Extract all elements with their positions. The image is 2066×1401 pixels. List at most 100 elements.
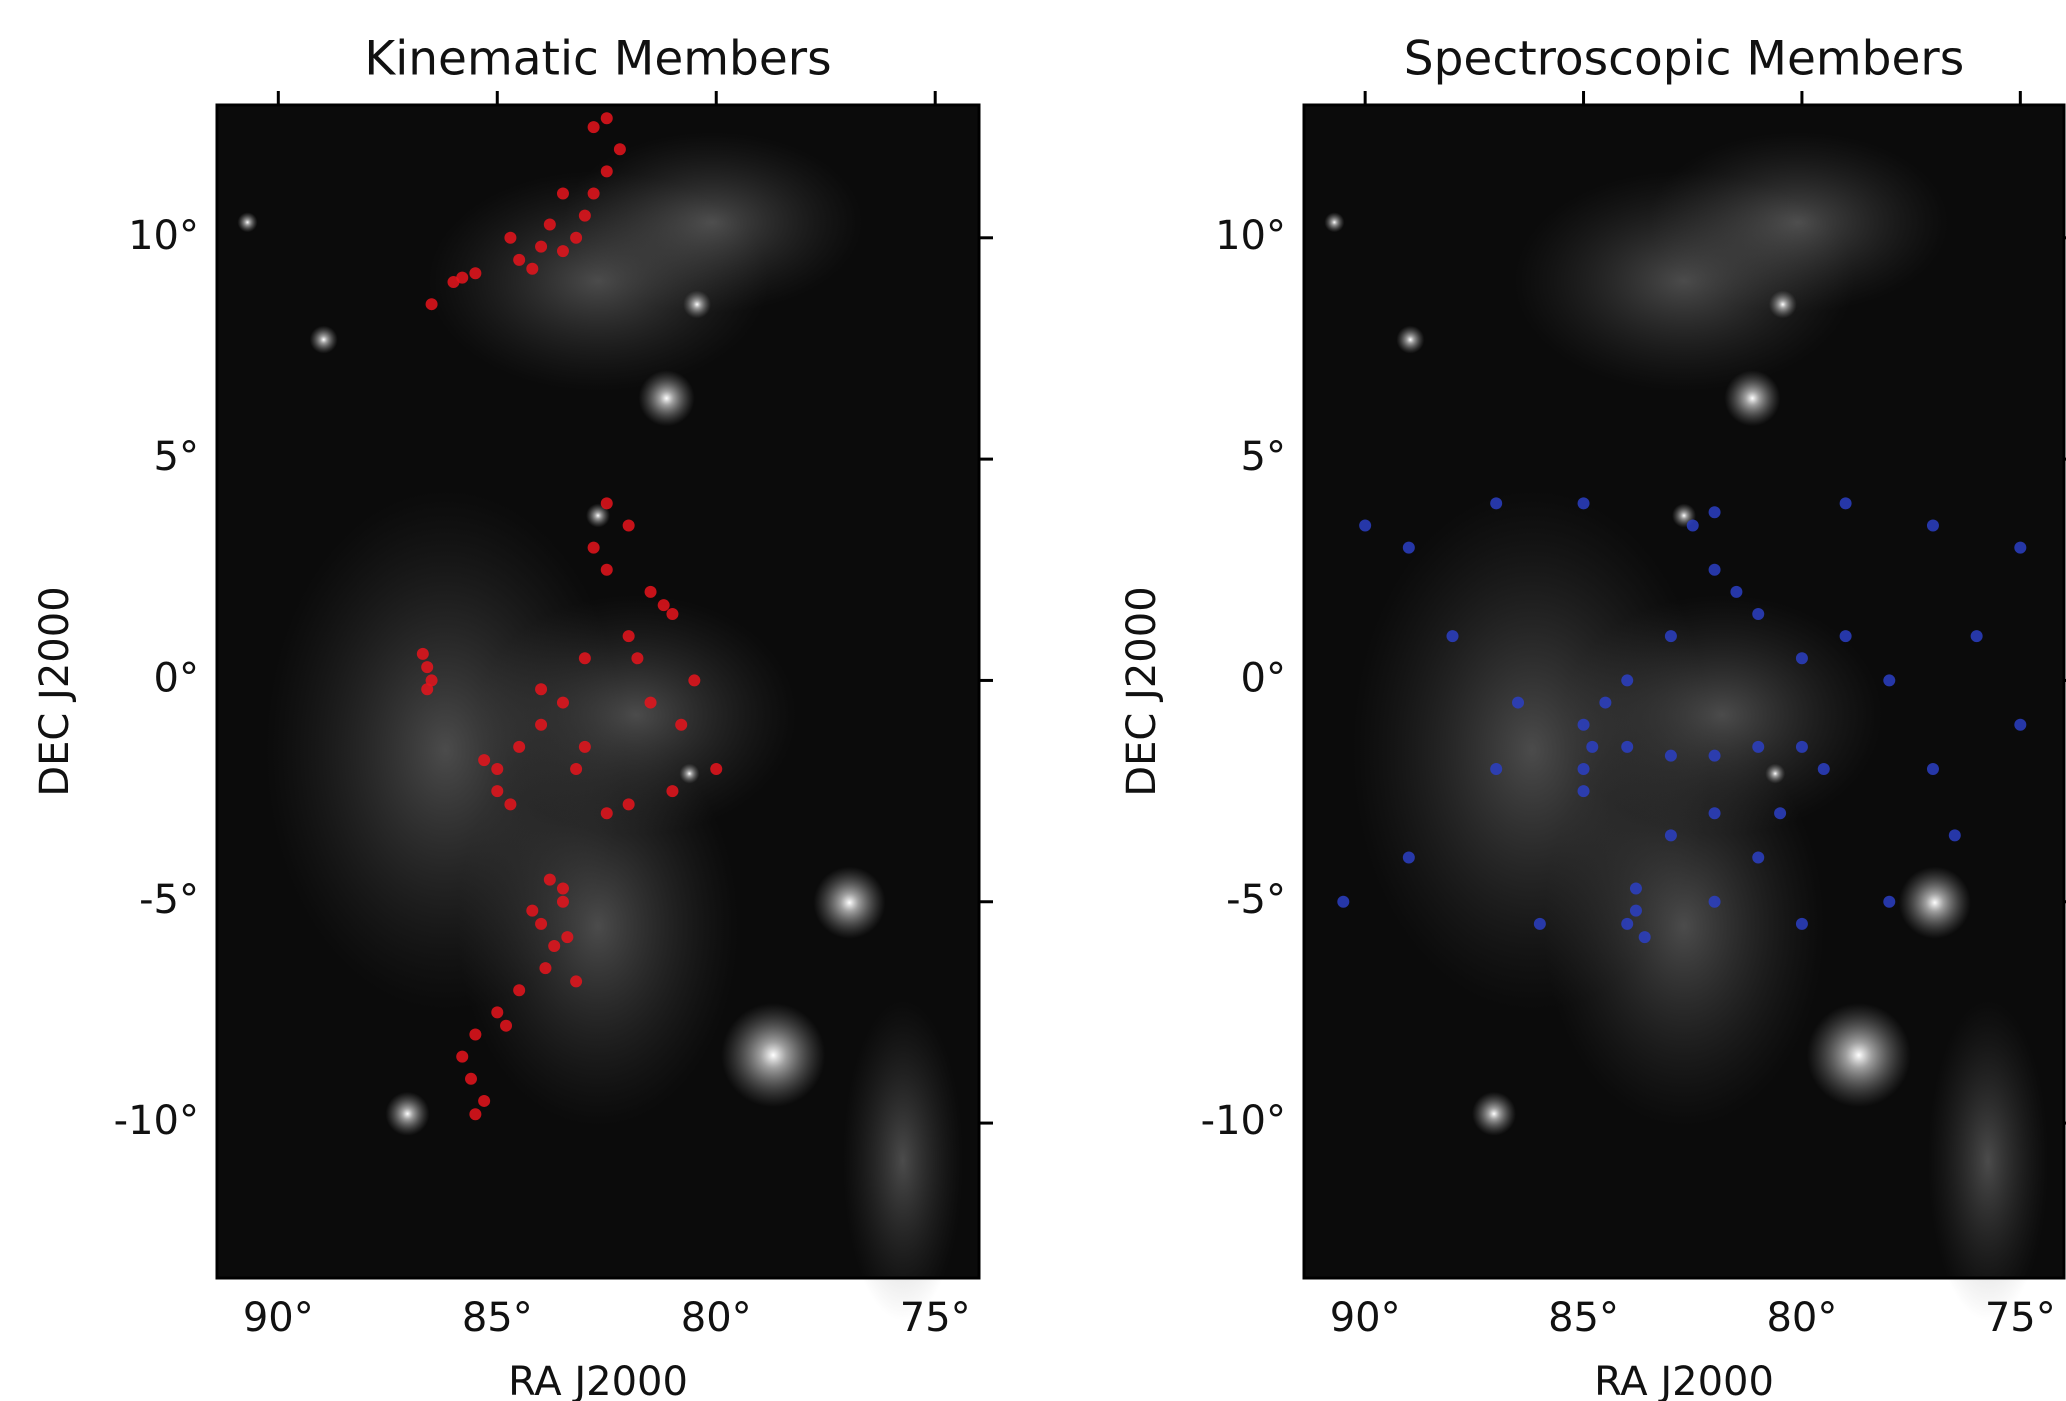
point: [1796, 652, 1808, 664]
point: [1840, 497, 1852, 509]
point: [623, 520, 635, 532]
point: [1927, 763, 1939, 775]
x-tick-label: 80°: [1766, 1295, 1837, 1341]
point: [1752, 741, 1764, 753]
point: [579, 652, 591, 664]
point: [1883, 674, 1895, 686]
x-axis-label: RA J2000: [508, 1359, 688, 1401]
point: [1665, 750, 1677, 762]
point: [526, 905, 538, 917]
point: [570, 232, 582, 244]
point: [557, 882, 569, 894]
point: [588, 188, 600, 200]
point: [1534, 918, 1546, 930]
y-tick-label: -10°: [1201, 1098, 1286, 1144]
point: [1621, 918, 1633, 930]
y-axis-label: DEC J2000: [32, 586, 78, 796]
point: [1709, 506, 1721, 518]
point: [1639, 931, 1651, 943]
point: [1621, 741, 1633, 753]
point: [1630, 905, 1642, 917]
point: [561, 931, 573, 943]
y-tick-label: 5°: [1241, 434, 1286, 480]
y-tick-label: -10°: [114, 1098, 199, 1144]
point: [557, 245, 569, 257]
nebula: [843, 1001, 963, 1321]
bright-star: [1765, 764, 1785, 784]
point: [1490, 497, 1502, 509]
point: [623, 798, 635, 810]
point: [1883, 896, 1895, 908]
y-tick-label: 10°: [128, 213, 199, 259]
x-tick-label: 85°: [462, 1295, 533, 1341]
point: [623, 630, 635, 642]
figure: Kinematic Members90°85°80°75°10°5°0°-5°-…: [0, 0, 2066, 1401]
point: [539, 962, 551, 974]
point: [601, 497, 613, 509]
point: [1818, 763, 1830, 775]
point: [601, 807, 613, 819]
bright-star: [1724, 370, 1780, 426]
point: [557, 697, 569, 709]
point: [1687, 520, 1699, 532]
y-tick-label: 0°: [154, 655, 199, 701]
x-tick-label: 90°: [243, 1295, 314, 1341]
chart-title: Spectroscopic Members: [1404, 32, 1964, 87]
bright-star: [813, 867, 885, 939]
point: [1630, 882, 1642, 894]
bright-star: [1396, 326, 1424, 354]
point: [570, 975, 582, 987]
point: [513, 254, 525, 266]
point: [645, 697, 657, 709]
x-tick-label: 90°: [1330, 1295, 1401, 1341]
point: [513, 741, 525, 753]
x-tick-label: 85°: [1548, 1295, 1619, 1341]
point: [478, 754, 490, 766]
bright-star: [237, 212, 257, 232]
point: [666, 608, 678, 620]
point: [544, 219, 556, 231]
point: [1730, 586, 1742, 598]
point: [1752, 851, 1764, 863]
point: [1709, 564, 1721, 576]
point: [675, 719, 687, 731]
point: [1490, 763, 1502, 775]
point: [491, 785, 503, 797]
point: [1709, 896, 1721, 908]
point: [645, 586, 657, 598]
nebula: [1648, 132, 1948, 312]
point: [1578, 497, 1590, 509]
point: [1840, 630, 1852, 642]
point: [421, 661, 433, 673]
y-axis-label: DEC J2000: [1119, 586, 1165, 796]
point: [688, 674, 700, 686]
point: [1796, 918, 1808, 930]
nebula: [562, 132, 862, 312]
point: [1578, 785, 1590, 797]
point: [601, 165, 613, 177]
point: [2014, 542, 2026, 554]
point: [1578, 719, 1590, 731]
bright-star: [683, 290, 711, 318]
point: [469, 1108, 481, 1120]
point: [1403, 542, 1415, 554]
point: [601, 564, 613, 576]
point: [504, 798, 516, 810]
point: [500, 1020, 512, 1032]
point: [1774, 807, 1786, 819]
chart-title: Kinematic Members: [364, 32, 831, 87]
point: [631, 652, 643, 664]
point: [557, 896, 569, 908]
bright-star: [1807, 1003, 1911, 1107]
bright-star: [310, 326, 338, 354]
point: [491, 1006, 503, 1018]
point: [1599, 697, 1611, 709]
point: [1665, 829, 1677, 841]
point: [456, 1051, 468, 1063]
point: [1403, 851, 1415, 863]
bright-star: [721, 1003, 825, 1107]
point: [421, 683, 433, 695]
nebula: [1928, 1001, 2048, 1321]
point: [426, 298, 438, 310]
point: [570, 763, 582, 775]
